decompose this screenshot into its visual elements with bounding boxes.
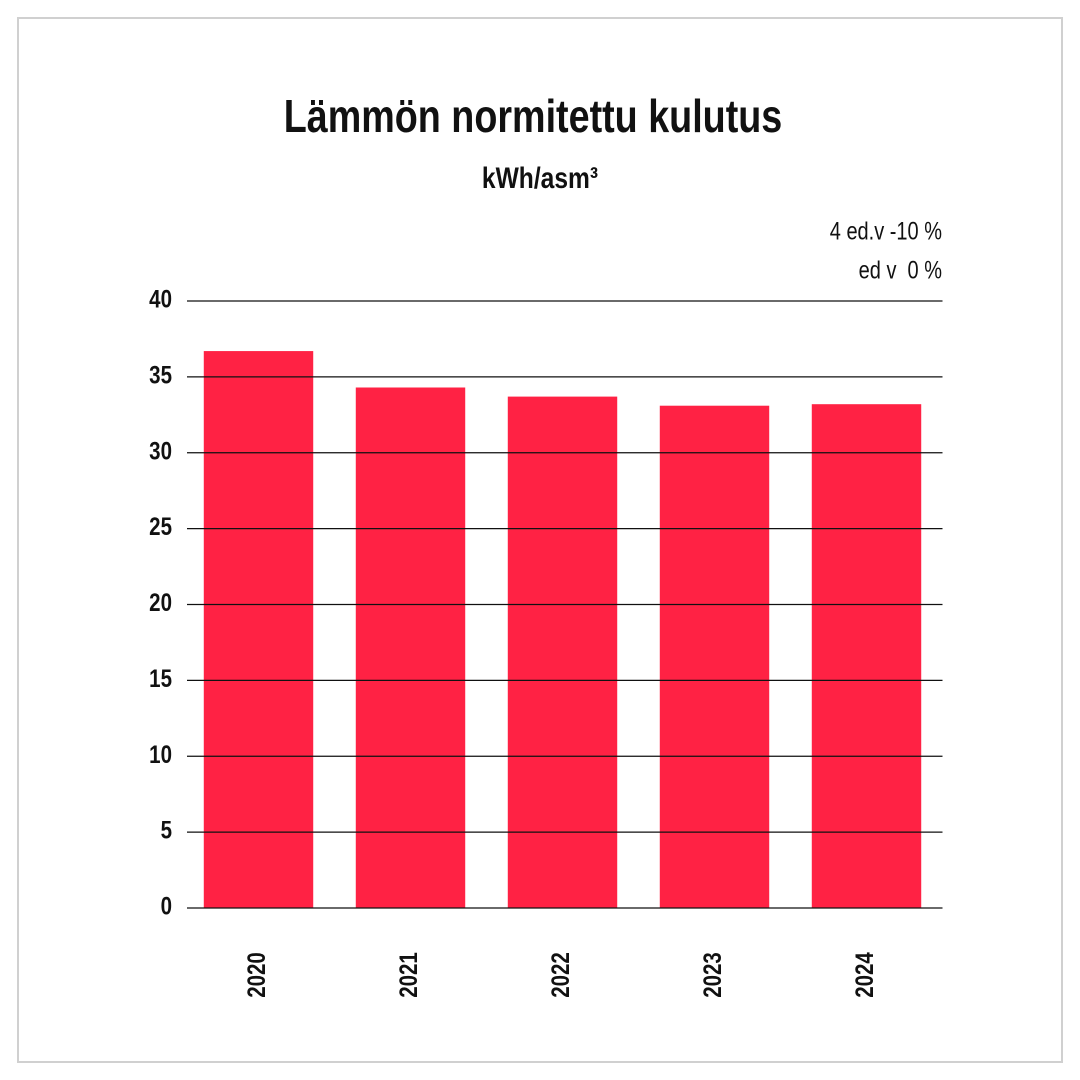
y-tick-label: 35	[149, 361, 172, 389]
annotation: ed v 0 %	[859, 257, 942, 285]
chart-title: Lämmön normitettu kulutus	[284, 91, 783, 142]
y-tick-label: 20	[149, 588, 172, 616]
bar	[507, 396, 618, 908]
y-tick-label: 5	[161, 816, 173, 844]
annotation: 4 ed.v -10 %	[830, 218, 942, 246]
y-tick-label: 15	[149, 664, 172, 692]
x-tick-label: 2024	[850, 952, 878, 998]
chart-subtitle: kWh/asm³	[482, 161, 598, 195]
bar	[355, 387, 466, 908]
x-tick-label: 2022	[546, 952, 574, 998]
x-tick-label: 2020	[242, 952, 270, 998]
y-tick-label: 30	[149, 436, 172, 464]
y-tick-label: 0	[161, 892, 172, 920]
x-tick-label: 2023	[698, 952, 726, 998]
bar	[811, 404, 922, 908]
y-tick-label: 40	[149, 285, 172, 313]
bar	[659, 405, 770, 908]
x-tick-label: 2021	[394, 952, 422, 998]
bar	[203, 351, 314, 908]
y-tick-label: 25	[149, 512, 172, 540]
y-tick-label: 10	[149, 740, 172, 768]
